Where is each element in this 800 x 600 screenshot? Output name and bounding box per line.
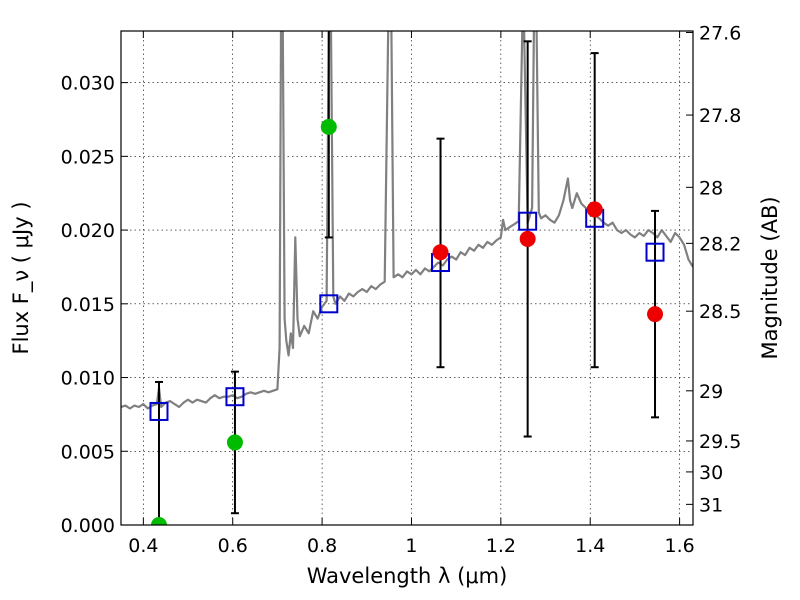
model-square-point (149, 401, 169, 421)
model-square-point (645, 242, 665, 262)
model-square-point (225, 387, 245, 407)
x-tick-label: 1.6 (664, 535, 694, 557)
y-axis-left: 0.000 0.005 0.010 0.015 0.020 0.025 0.030 (61, 73, 128, 537)
spectrum-layer (121, 31, 693, 410)
x-tick-label: 0.4 (128, 535, 158, 557)
photometry-point (320, 118, 337, 135)
right-tick-label: 29.5 (699, 431, 741, 453)
y-axis-right-label: Magnitude (AB) (758, 196, 782, 359)
x-tick-label: 1.4 (575, 535, 605, 557)
photometry-point (432, 244, 449, 261)
photometry-point (586, 201, 603, 218)
right-tick-label: 28.5 (699, 301, 741, 323)
plot-frame (120, 30, 694, 526)
photometry-point (150, 517, 167, 525)
right-tick-label: 31 (699, 494, 723, 516)
y-tick-label: 0.010 (61, 368, 115, 390)
x-axis-label: Wavelength λ (μm) (307, 564, 508, 588)
model-square-point (518, 211, 538, 231)
right-tick-label: 27.8 (699, 105, 741, 127)
y-tick-label: 0.005 (61, 441, 115, 463)
y-tick-label: 0.020 (61, 220, 115, 242)
x-tick-label: 0.6 (218, 535, 248, 557)
photometry-dot-layer (150, 118, 664, 525)
y-tick-label: 0.000 (61, 515, 115, 537)
y-axis-right: 27.6 27.8 28 28.2 28.5 29 29.5 30 31 (686, 22, 741, 516)
y-tick-label: 0.025 (61, 146, 115, 168)
right-tick-label: 30 (699, 462, 723, 484)
model-square-point (319, 294, 339, 314)
y-axis-label: Flux F_ν ( μJy ) (9, 201, 34, 354)
right-tick-label: 27.6 (699, 22, 741, 44)
x-tick-label: 1 (405, 535, 417, 557)
photometry-point (226, 434, 243, 451)
plot-background (121, 31, 693, 525)
right-tick-label: 28 (699, 177, 723, 199)
x-tick-label: 0.8 (307, 535, 337, 557)
photometry-point (647, 306, 664, 323)
x-tick-label: 1.2 (486, 535, 516, 557)
plot-area (121, 31, 693, 525)
right-tick-label: 29 (699, 381, 723, 403)
y-tick-label: 0.030 (61, 73, 115, 95)
y-tick-label: 0.015 (61, 294, 115, 316)
spectrum-line (121, 31, 693, 410)
x-axis: 0.4 0.6 0.8 1 1.2 1.4 1.6 (128, 31, 695, 557)
right-tick-label: 28.2 (699, 233, 741, 255)
photometry-point (519, 230, 536, 247)
